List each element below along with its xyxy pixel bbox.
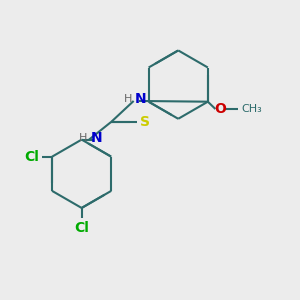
Text: CH₃: CH₃ [241, 104, 262, 114]
Text: Cl: Cl [74, 221, 89, 235]
Text: H: H [79, 133, 88, 143]
Text: O: O [214, 102, 226, 116]
Text: Cl: Cl [24, 150, 39, 164]
Text: N: N [135, 92, 147, 106]
Text: S: S [140, 115, 150, 129]
Text: N: N [91, 131, 102, 145]
Text: H: H [124, 94, 132, 104]
